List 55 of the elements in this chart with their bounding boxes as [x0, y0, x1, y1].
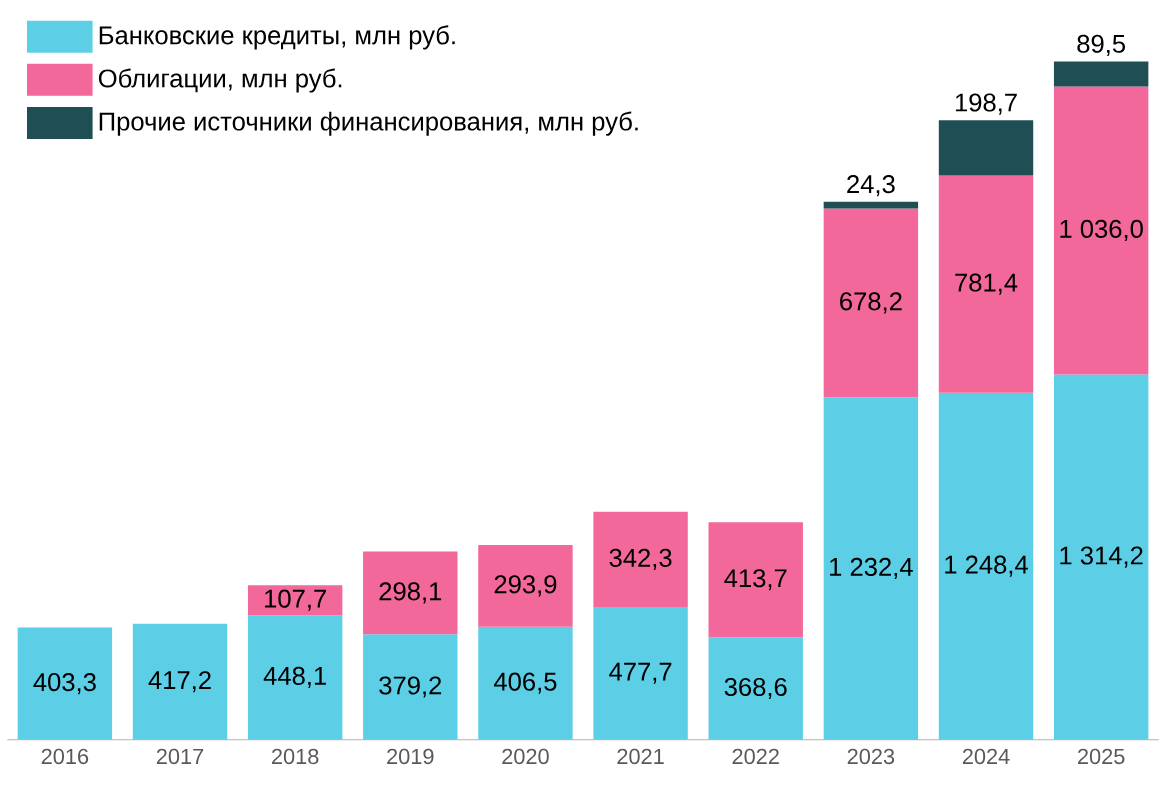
data-label: 1 232,4 [830, 557, 913, 579]
data-label: 379,2 [379, 676, 442, 698]
bar [938, 120, 1034, 176]
bar [132, 623, 228, 740]
x-tick-label: 2022 [732, 748, 779, 764]
data-label: 24,3 [847, 174, 895, 197]
data-label: 781,4 [955, 273, 1018, 295]
bar [708, 522, 803, 638]
data-label: 1 248,4 [945, 555, 1028, 577]
bar [478, 626, 573, 740]
x-tick-label: 2020 [502, 748, 549, 764]
bar [363, 551, 458, 635]
data-label: 678,2 [840, 292, 902, 314]
data-label: 477,7 [609, 662, 672, 684]
data-label: 107,7 [265, 589, 326, 611]
bar [247, 614, 343, 740]
data-label: 198,7 [955, 93, 1017, 115]
bar [17, 627, 113, 740]
legend-label: Облигации, млн руб. [98, 68, 342, 93]
bar [363, 634, 458, 740]
bar [247, 585, 343, 615]
legend-label: Банковские кредиты, млн руб. [99, 25, 455, 50]
x-tick-label: 2025 [1078, 748, 1125, 764]
bar [938, 175, 1034, 393]
bar [593, 606, 688, 740]
bar [1053, 374, 1149, 740]
data-label: 1 036,0 [1060, 219, 1143, 241]
data-label: 448,1 [263, 666, 326, 688]
data-label: 413,7 [724, 568, 787, 591]
x-tick-label: 2016 [41, 748, 89, 764]
bar [938, 392, 1034, 740]
data-label: 1 314,2 [1060, 546, 1143, 568]
bar [823, 201, 919, 209]
x-tick-label: 2021 [617, 748, 664, 764]
data-label: 293,9 [494, 575, 557, 597]
data-label: 89,5 [1077, 34, 1126, 56]
x-tick-label: 2023 [847, 748, 895, 764]
data-label: 368,6 [724, 677, 787, 699]
data-label: 417,2 [148, 670, 211, 693]
x-tick-label: 2017 [156, 748, 204, 764]
bar [593, 511, 688, 607]
bar [478, 544, 573, 627]
bar [708, 637, 803, 740]
x-tick-label: 2019 [387, 748, 434, 764]
legend-label: Прочие источники финансирования, млн руб. [99, 111, 638, 136]
bar [1053, 86, 1149, 375]
data-label: 403,3 [33, 672, 96, 695]
bar [1053, 61, 1149, 87]
bar [823, 208, 919, 397]
data-label: 406,5 [494, 672, 557, 694]
data-label: 342,3 [609, 548, 672, 570]
bar [823, 396, 919, 740]
x-tick-label: 2024 [962, 748, 1010, 764]
data-label: 298,1 [379, 582, 442, 604]
x-tick-label: 2018 [272, 748, 319, 764]
